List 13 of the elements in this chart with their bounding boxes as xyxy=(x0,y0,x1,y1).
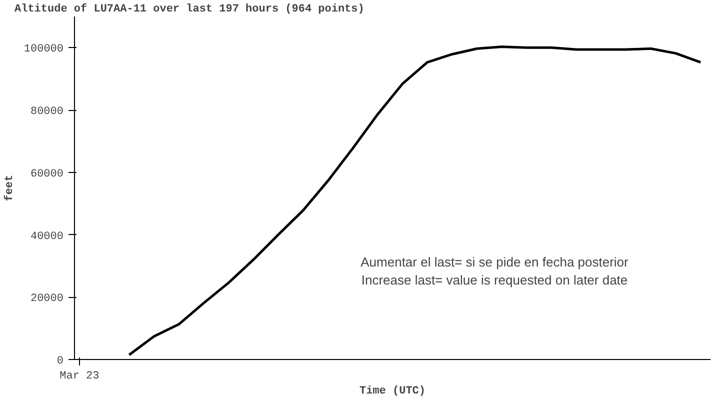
y-tick-label: 0 xyxy=(56,356,64,368)
y-tick-label: 100000 xyxy=(24,44,64,56)
x-tick-label: Mar 23 xyxy=(60,370,100,382)
y-tick-label: 20000 xyxy=(30,293,64,306)
y-tick-label: 80000 xyxy=(30,106,64,118)
x-axis-title: Time (UTC) xyxy=(359,386,426,398)
y-tick-label: 60000 xyxy=(30,168,64,180)
annotation: Aumentar el last= si se pide en fecha posterior xyxy=(360,254,630,270)
annotation: Increase last= value is requested on later date xyxy=(361,272,628,288)
y-axis-title: feet xyxy=(2,174,16,202)
line-series xyxy=(128,45,702,356)
chart-title: Altitude of LU7AA-11 over last 197 hours (964 points) xyxy=(14,2,364,16)
y-tick-label: 40000 xyxy=(30,230,64,243)
